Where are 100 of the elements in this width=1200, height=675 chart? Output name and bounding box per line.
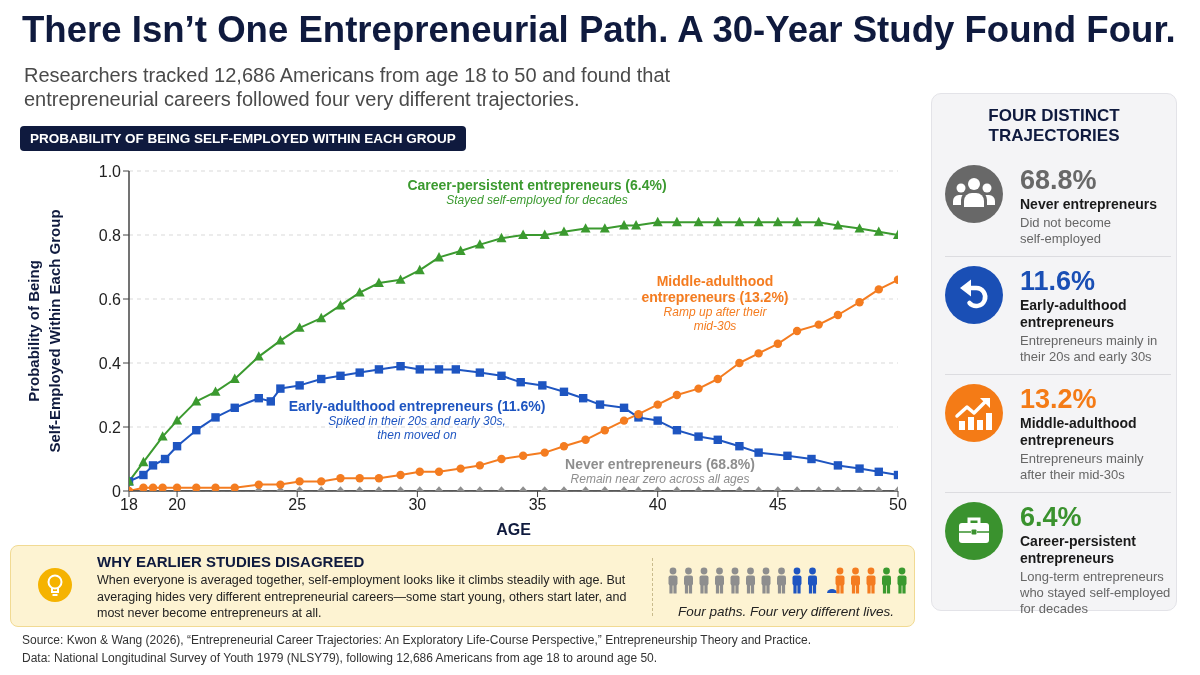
series-label: Never entrepreneurs (68.8%) [565,456,755,472]
x-axis-title: AGE [496,521,532,538]
point [451,365,461,374]
point [538,381,547,390]
point [434,467,444,476]
point [210,386,221,396]
point [396,470,405,480]
text: Data: National Longitudinal Survey of Youth 1979 (NLSY79), following 12,686 Americans from age 18 to around age 50. [22,650,658,666]
point [276,480,285,489]
point [518,229,529,239]
point [518,451,528,460]
point [414,264,425,275]
y-axis-title: Probability of Being Self-Employed Within Each Group [24,209,64,453]
annotation: Stayed self-employed for decades [446,193,628,207]
text: FOUR DISTINCT TRAJECTORIES [988,106,1120,145]
point [172,442,182,451]
y-tick-label: 0.4 [98,354,122,372]
text: Middle-adulthood entrepreneurs [1020,415,1137,448]
point [652,216,663,227]
x-tick-label: 40 [648,496,667,514]
x-tick-label: 35 [528,496,547,514]
point [475,368,485,377]
text: Entrepreneurs mainly in their 20s and early 30s [1020,333,1158,364]
point [619,403,629,412]
text: 6.4% [1020,502,1083,532]
point [792,326,802,336]
x-tick-label: 50 [889,496,907,514]
point [599,223,610,233]
point [600,426,610,435]
text: 13.2% [1020,384,1098,414]
chart-title: There Isn’t One Entrepreneurial Path. A 30-Year Study Found Four. [22,8,1176,52]
point [855,464,864,473]
series-label: Middle-adulthood entrepreneurs (13.2%) [641,273,789,305]
point [266,397,275,406]
point [295,381,304,390]
text: 68.8% [1020,165,1098,195]
point [713,435,722,444]
point [753,216,764,227]
point [455,245,466,255]
point [148,461,158,470]
point [783,451,792,460]
point [672,390,682,400]
point [415,365,424,374]
x-tick-label: 45 [768,496,787,514]
point [230,403,239,412]
point [374,365,384,374]
text: 11.6% [1020,266,1097,296]
point [516,378,525,387]
point [813,216,824,227]
point [254,394,263,403]
point [192,426,201,435]
y-tick-label: 0 [112,482,122,500]
point [814,320,823,329]
x-tick-label: 30 [408,496,427,514]
point [253,351,264,361]
point [833,310,843,320]
point [619,416,629,425]
point [735,442,744,451]
series-label: Career-persistent entrepreneurs (6.4%) [407,177,667,193]
point [139,470,148,480]
point [874,285,883,294]
point [456,464,465,473]
text: Career-persistent entrepreneurs [1020,533,1136,566]
y-tick-label: 0.2 [98,418,122,436]
x-tick-label: 25 [288,496,307,514]
point [713,374,722,384]
point [373,277,384,287]
point [415,467,424,476]
point [434,365,444,374]
point [211,413,220,422]
text: PROBABILITY OF BEING SELF-EMPLOYED WITHIN EACH GROUP [20,126,466,151]
text: Long-term entrepreneurs who stayed self-employed for decades [1020,569,1171,616]
text: When everyone is averaged together, self-employment looks like it climbs steadily with age. But averaging hides very different entrepreneurial careers—some start young, others start later, and most never become entrepreneurs at all. [97,573,627,620]
point [374,474,384,483]
point [754,349,763,358]
point [275,335,286,345]
point [559,387,569,396]
annotation: Remain near zero across all ages [570,472,750,486]
point [773,339,783,348]
point [712,216,723,227]
point [395,274,406,284]
x-tick-label: 20 [168,496,187,514]
y-tick-label: 0.6 [98,290,122,308]
point [172,415,183,425]
point [873,226,884,236]
point [595,400,605,409]
point [735,358,744,368]
point [874,467,883,476]
point [694,432,703,441]
text: Spiked in their 20s and early 30s, then moved on [328,414,506,442]
text: Never entrepreneurs [1020,196,1157,212]
point [316,312,327,323]
text: Did not become self-employed [1020,215,1112,246]
point [497,454,506,464]
point [317,374,326,384]
text: Entrepreneurs mainly after their mid-30s [1020,451,1144,482]
point [354,287,365,297]
text: Four paths. Four very different lives. [676,603,896,620]
point [191,396,202,406]
point [157,431,168,441]
